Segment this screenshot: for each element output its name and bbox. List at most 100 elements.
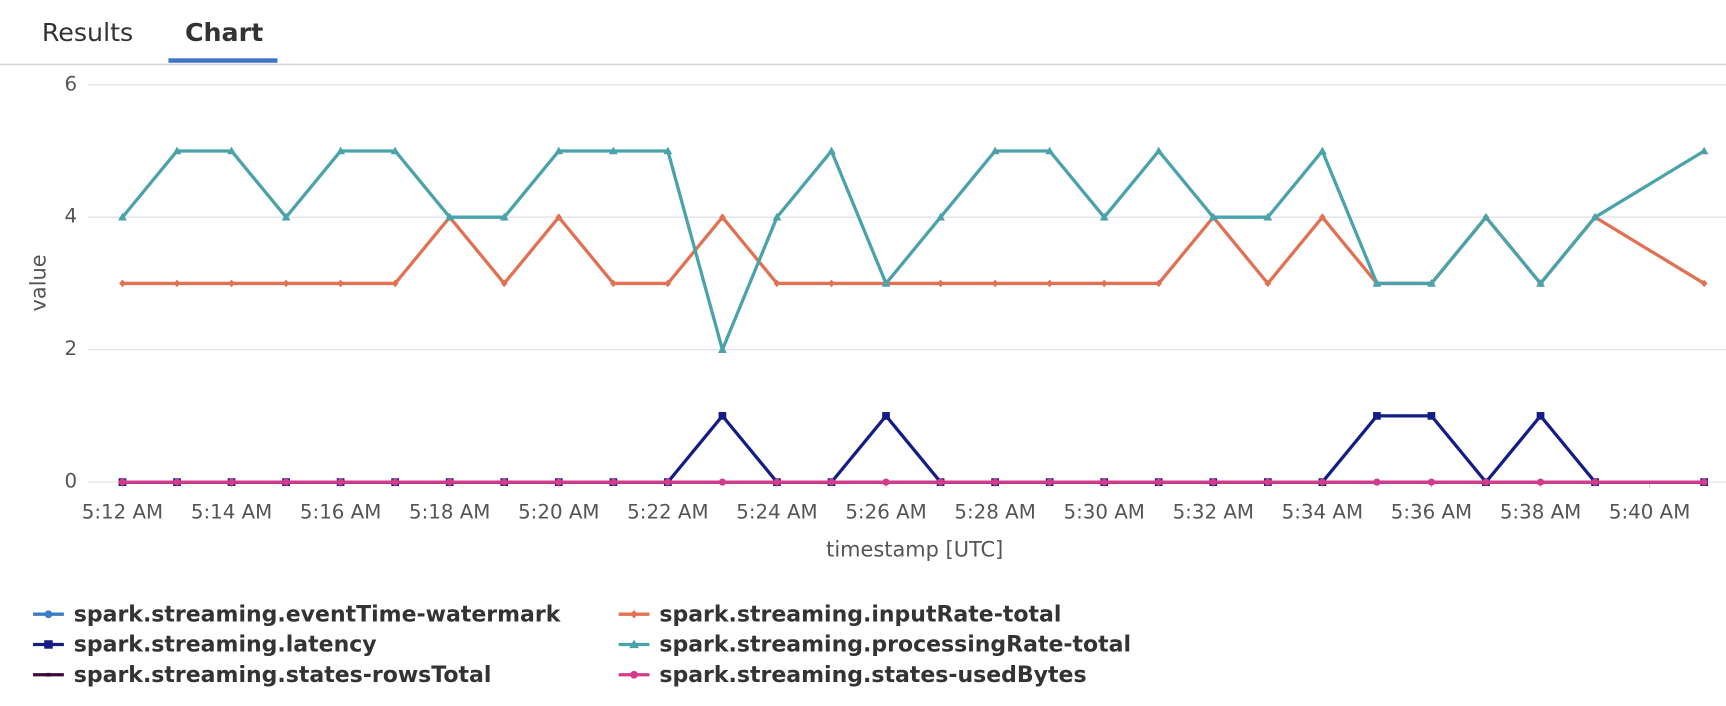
legend-label: spark.streaming.latency [74, 633, 377, 658]
y-tick-label: 2 [64, 337, 77, 360]
point [664, 279, 672, 288]
x-tick-label: 5:28 AM [954, 500, 1035, 523]
series-line [121, 149, 1706, 352]
x-tick-label: 5:12 AM [82, 500, 163, 523]
x-tick-label: 5:34 AM [1282, 500, 1363, 523]
point [555, 478, 563, 486]
point [1209, 478, 1217, 486]
y-tick-label: 6 [64, 72, 77, 95]
legend-item[interactable]: spark.streaming.states-usedBytes [618, 663, 1087, 688]
point [173, 478, 181, 486]
point [118, 478, 126, 486]
point [630, 609, 638, 619]
point [46, 672, 51, 677]
point [44, 640, 53, 649]
point [44, 610, 53, 619]
point [773, 478, 781, 486]
point [499, 212, 509, 221]
legend-label: spark.streaming.inputRate-total [659, 602, 1061, 627]
tab-underline [168, 58, 278, 63]
x-axis-title: timestamp [UTC] [826, 537, 1003, 561]
point [936, 212, 945, 221]
point [1155, 478, 1163, 486]
point [173, 279, 181, 288]
point [1591, 478, 1599, 486]
point [630, 670, 638, 679]
x-tick-label: 5:26 AM [845, 500, 926, 523]
point [336, 146, 346, 155]
point [937, 478, 945, 486]
point [390, 146, 400, 155]
point [554, 146, 564, 155]
point [608, 146, 618, 155]
point [1318, 478, 1326, 486]
x-tick-label: 5:30 AM [1064, 500, 1145, 523]
point [1264, 478, 1272, 486]
point [1537, 478, 1545, 486]
point [228, 279, 235, 288]
x-tick-label: 5:36 AM [1391, 500, 1472, 523]
point [1317, 146, 1327, 155]
point [718, 345, 727, 353]
point [1481, 212, 1491, 221]
x-tick-label: 5:40 AM [1609, 500, 1690, 523]
series [118, 146, 1709, 353]
legend-item[interactable]: spark.streaming.latency [33, 633, 377, 658]
point [1100, 279, 1108, 288]
point [718, 478, 726, 486]
point [172, 146, 182, 155]
x-tick-label: 5:16 AM [300, 500, 381, 523]
point [1482, 478, 1490, 486]
x-tick-label: 5:22 AM [627, 500, 708, 523]
point [282, 279, 290, 288]
x-tick-label: 5:20 AM [518, 500, 599, 523]
point [827, 478, 836, 486]
point [827, 146, 836, 155]
legend-label: spark.streaming.states-usedBytes [659, 663, 1086, 688]
legend-item[interactable]: spark.streaming.states-rowsTotal [33, 663, 491, 688]
point [337, 478, 345, 486]
point [1427, 478, 1435, 486]
point [1046, 478, 1054, 486]
point [1700, 279, 1708, 288]
point [1372, 279, 1382, 287]
point [1264, 279, 1272, 288]
point [719, 213, 726, 222]
series-line [122, 414, 1705, 484]
point [1536, 279, 1545, 287]
point [1263, 212, 1273, 221]
point [1319, 213, 1326, 222]
point [1700, 478, 1708, 486]
point [227, 146, 236, 155]
x-tick-label: 5:18 AM [409, 500, 490, 523]
point [991, 279, 999, 288]
point [1427, 412, 1436, 420]
point [446, 478, 454, 486]
tab-results[interactable]: Results [42, 18, 133, 47]
point [1699, 146, 1709, 155]
point [609, 478, 617, 486]
point [228, 478, 236, 486]
point [937, 279, 944, 288]
point [337, 279, 344, 288]
point [664, 478, 672, 486]
point [1045, 146, 1055, 155]
point [445, 212, 455, 221]
point [629, 639, 639, 649]
point [1099, 212, 1109, 221]
point [772, 212, 782, 221]
point [882, 478, 890, 486]
point [500, 279, 508, 288]
legend-item[interactable]: spark.streaming.eventTime-watermark [33, 602, 562, 627]
legend-item[interactable]: spark.streaming.processingRate-total [618, 633, 1131, 658]
y-tick-label: 4 [64, 205, 77, 228]
point [990, 146, 1000, 155]
legend-item[interactable]: spark.streaming.inputRate-total [618, 602, 1062, 627]
series [118, 412, 1708, 486]
tab-chart[interactable]: Chart [185, 18, 263, 47]
point [1100, 478, 1108, 486]
point [828, 279, 835, 288]
point [1373, 412, 1381, 420]
